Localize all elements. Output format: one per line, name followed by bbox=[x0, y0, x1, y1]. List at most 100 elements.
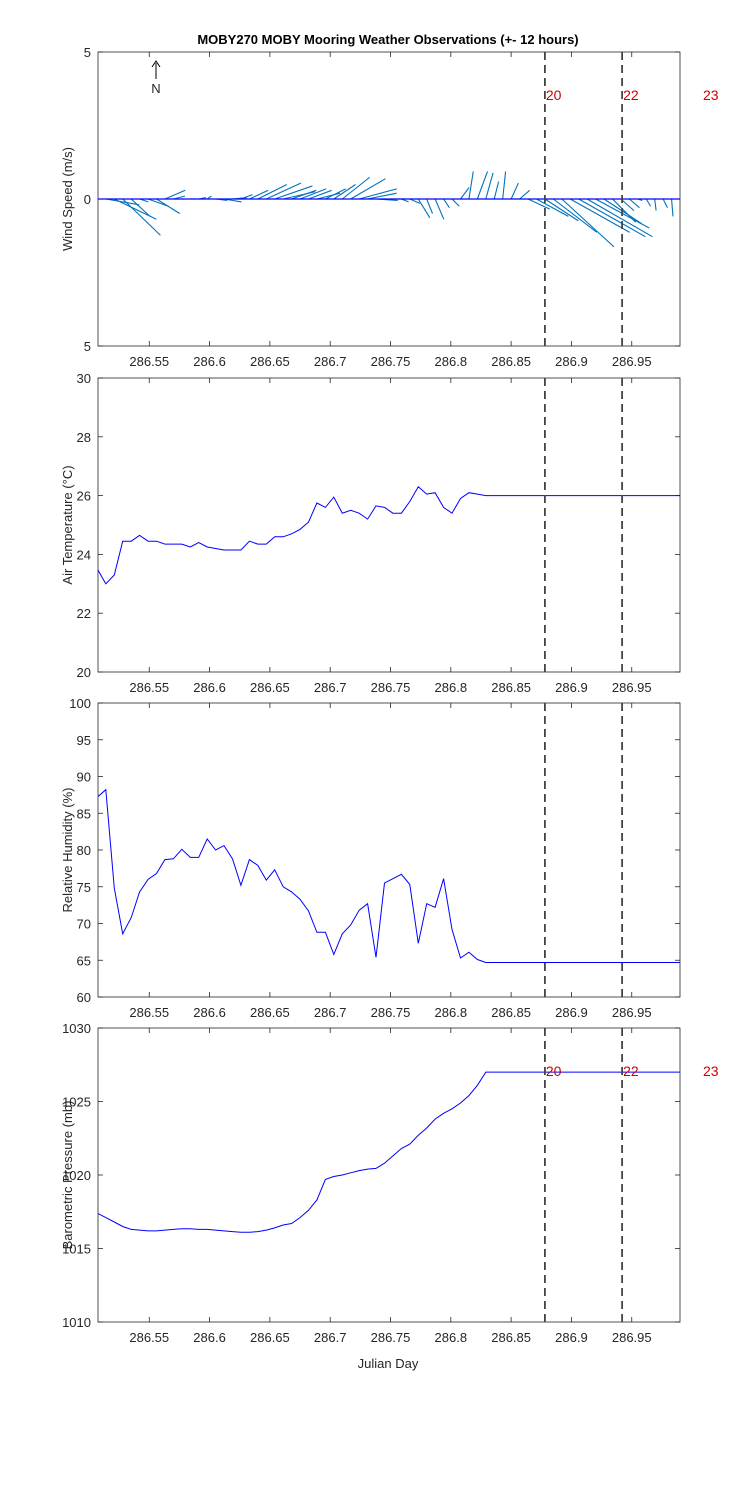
plot-area bbox=[98, 788, 680, 963]
x-tick-label: 286.8 bbox=[435, 1005, 468, 1020]
wind-stick bbox=[156, 198, 180, 214]
plot-area bbox=[98, 171, 680, 248]
wind-stick bbox=[586, 198, 653, 238]
y-tick-label: 20 bbox=[77, 665, 91, 680]
wind-stick bbox=[409, 198, 421, 204]
x-tick-label: 286.9 bbox=[555, 1005, 588, 1020]
wind-stick bbox=[460, 187, 470, 200]
x-tick-label: 286.9 bbox=[555, 680, 588, 695]
x-tick-label: 286.85 bbox=[491, 680, 531, 695]
wind-stick bbox=[274, 185, 313, 200]
wind-stick bbox=[527, 198, 550, 210]
y-tick-label: 1015 bbox=[62, 1242, 91, 1257]
x-axis-label: Julian Day bbox=[358, 1356, 419, 1371]
x-tick-label: 286.95 bbox=[612, 680, 652, 695]
time-marker-label: 23 bbox=[703, 87, 719, 103]
wind-stick bbox=[426, 198, 434, 214]
wind-stick bbox=[553, 198, 598, 233]
x-tick-label: 286.65 bbox=[250, 680, 290, 695]
north-arrowhead-icon bbox=[151, 60, 161, 68]
y-tick-label: 100 bbox=[69, 696, 91, 711]
x-tick-label: 286.85 bbox=[491, 1330, 531, 1345]
panel-3: 60 65 70 75 80 85 90 95 100 286.55 286.6 286.65 286.… bbox=[60, 696, 681, 1020]
x-tick-label: 286.95 bbox=[612, 1005, 652, 1020]
y-tick-label: 22 bbox=[77, 606, 91, 621]
wind-stick bbox=[341, 176, 371, 200]
wind-stick bbox=[257, 184, 288, 200]
wind-stick bbox=[451, 198, 460, 207]
y-tick-label: 26 bbox=[77, 489, 91, 504]
wind-stick bbox=[291, 189, 317, 200]
x-tick-label: 286.85 bbox=[491, 1005, 531, 1020]
wind-stick bbox=[367, 192, 397, 200]
wind-stick bbox=[561, 198, 615, 248]
y-tick-label: 0 bbox=[84, 192, 91, 207]
x-tick-label: 286.8 bbox=[435, 1330, 468, 1345]
time-marker-label: 22 bbox=[623, 1063, 639, 1079]
x-tick-label: 286.55 bbox=[129, 354, 169, 369]
x-tick-label: 286.9 bbox=[555, 1330, 588, 1345]
x-tick-label: 286.7 bbox=[314, 680, 347, 695]
wind-stick bbox=[359, 188, 397, 200]
axes-box bbox=[97, 702, 681, 998]
wind-stick bbox=[350, 178, 386, 200]
panels: 5 0 5 286.55 286.6 286.65 286.7 286.75 286.8 286.… bbox=[60, 45, 719, 1345]
x-tick-label: 286.65 bbox=[250, 1330, 290, 1345]
x-tick-label: 286.6 bbox=[193, 1330, 226, 1345]
wind-stick bbox=[620, 198, 635, 212]
y-tick-label: 80 bbox=[77, 843, 91, 858]
y-tick-label: 28 bbox=[77, 430, 91, 445]
x-tick-label: 286.65 bbox=[250, 354, 290, 369]
wind-stick bbox=[671, 198, 674, 217]
figure-title: MOBY270 MOBY Mooring Weather Observation… bbox=[197, 32, 578, 47]
wind-stick bbox=[645, 198, 652, 207]
plot-area bbox=[98, 486, 680, 585]
wind-stick bbox=[662, 198, 668, 208]
y-tick-label: 75 bbox=[77, 880, 91, 895]
x-tick-label: 286.95 bbox=[612, 1330, 652, 1345]
wind-stick bbox=[578, 198, 646, 238]
wind-stick bbox=[544, 198, 579, 222]
wind-stick bbox=[679, 199, 680, 204]
y-tick-label: 1010 bbox=[62, 1315, 91, 1330]
x-tick-label: 286.8 bbox=[435, 680, 468, 695]
time-marker-label: 20 bbox=[546, 1063, 562, 1079]
x-tick-label: 286.75 bbox=[371, 354, 411, 369]
x-tick-label: 286.9 bbox=[555, 354, 588, 369]
wind-stick bbox=[333, 184, 356, 200]
wind-stick bbox=[122, 198, 161, 236]
wind-stick bbox=[443, 198, 450, 209]
x-tick-label: 286.65 bbox=[250, 1005, 290, 1020]
y-tick-label: 5 bbox=[84, 339, 91, 354]
wind-stick bbox=[308, 189, 332, 200]
axes-box bbox=[97, 377, 681, 673]
x-tick-label: 286.75 bbox=[371, 1005, 411, 1020]
wind-stick bbox=[485, 172, 494, 200]
time-marker-label: 23 bbox=[703, 1063, 719, 1079]
wind-stick bbox=[612, 198, 637, 223]
wind-stick bbox=[536, 198, 569, 217]
x-tick-label: 286.8 bbox=[435, 354, 468, 369]
wind-stick bbox=[502, 171, 507, 200]
y-axis-label: Relative Humidity (%) bbox=[60, 788, 75, 913]
wind-stick bbox=[266, 182, 302, 200]
x-tick-label: 286.55 bbox=[129, 680, 169, 695]
data-line bbox=[98, 788, 680, 963]
y-tick-label: 1020 bbox=[62, 1168, 91, 1183]
y-tick-label: 60 bbox=[77, 990, 91, 1005]
wind-stick bbox=[417, 198, 431, 219]
y-tick-label: 1025 bbox=[62, 1095, 91, 1110]
y-axis-label: Barometric Pressure (mb) bbox=[60, 1101, 75, 1250]
wind-stick bbox=[299, 188, 327, 200]
y-tick-label: 30 bbox=[77, 371, 91, 386]
x-tick-label: 286.75 bbox=[371, 1330, 411, 1345]
x-tick-label: 286.7 bbox=[314, 1330, 347, 1345]
wind-stick bbox=[325, 188, 346, 200]
y-axis-label: Wind Speed (m/s) bbox=[60, 147, 75, 251]
north-label: N bbox=[151, 81, 160, 96]
wind-stick bbox=[493, 181, 500, 200]
wind-stick bbox=[510, 182, 519, 200]
wind-stick bbox=[434, 198, 445, 220]
panel-4: 1010 1015 1020 1025 1030 286.55 286.6 286.65 286… bbox=[60, 1021, 719, 1345]
